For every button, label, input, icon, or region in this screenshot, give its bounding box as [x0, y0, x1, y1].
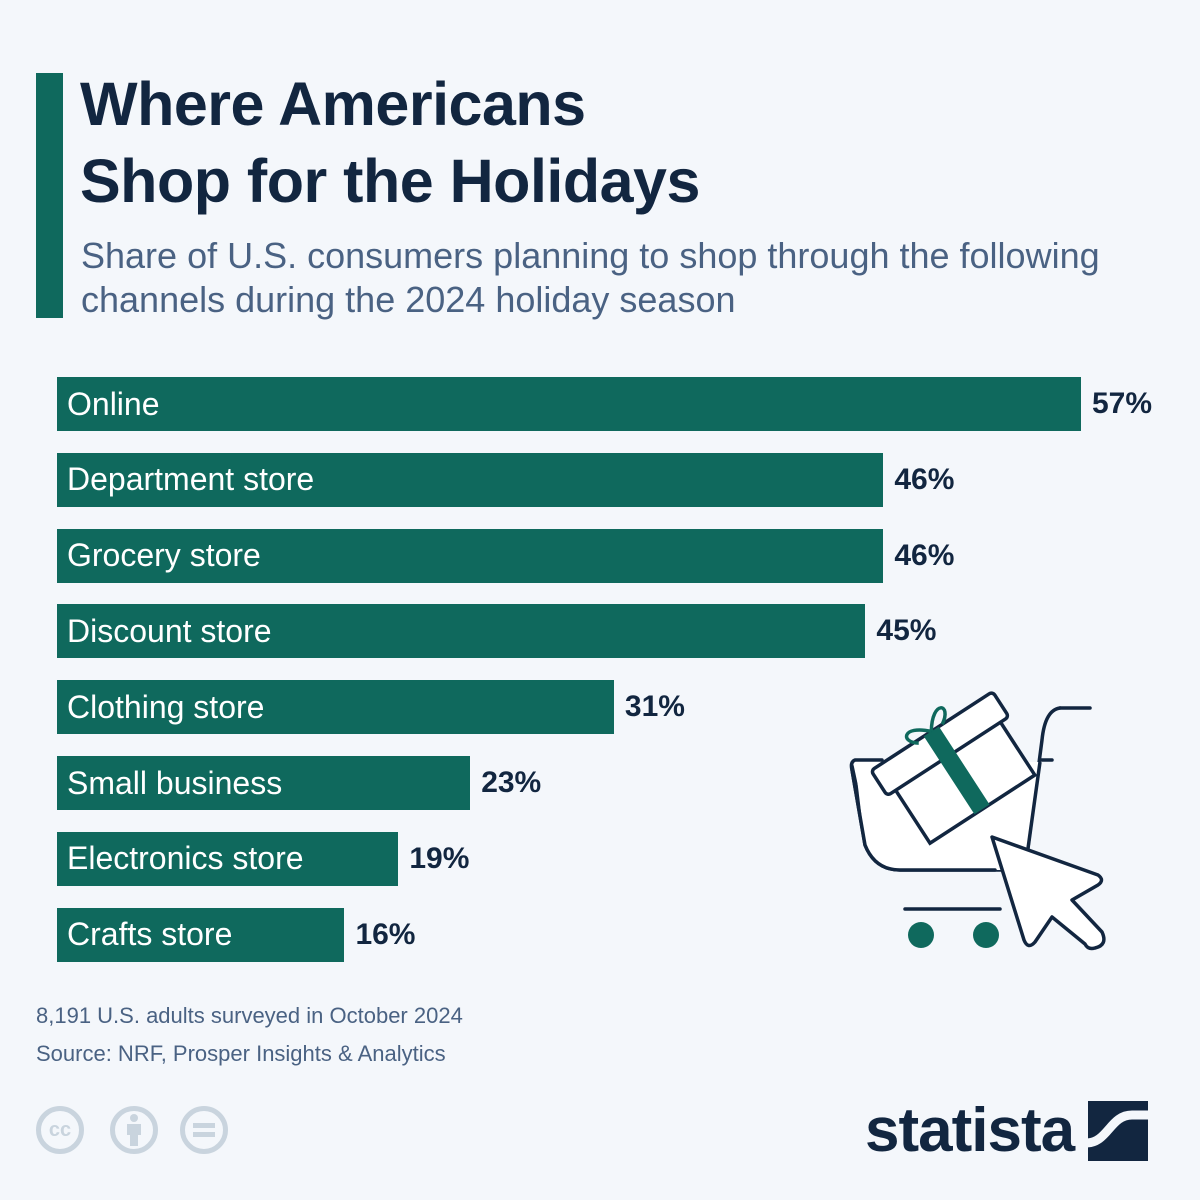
bar[interactable]: Grocery store — [57, 528, 884, 583]
bar-category-label: Discount store — [67, 612, 272, 649]
bar-category-label: Department store — [67, 461, 315, 498]
bar[interactable]: Clothing store — [57, 680, 614, 735]
no-derivatives-icon[interactable] — [180, 1106, 228, 1154]
chart-title: Where Americans Shop for the Holidays — [80, 66, 700, 220]
title-line-2: Shop for the Holidays — [80, 147, 700, 215]
bar-row: Electronics store 19% — [57, 831, 470, 886]
cc-icon[interactable]: cc — [36, 1106, 84, 1154]
statista-logo-mark-icon — [1088, 1101, 1149, 1161]
bar-row: Crafts store 16% — [57, 907, 416, 962]
title-accent-bar — [36, 73, 63, 318]
survey-note: 8,191 U.S. adults surveyed in October 20… — [36, 1003, 463, 1028]
cart-wheel-left-icon — [908, 922, 934, 948]
bar-value-label: 16% — [355, 917, 416, 951]
bar-row: Online 57% — [57, 377, 1152, 431]
bar[interactable]: Small business — [57, 756, 471, 810]
bar-row: Clothing store 31% — [57, 680, 685, 735]
bar-value-label: 57% — [1092, 387, 1153, 420]
bar[interactable]: Discount store — [57, 604, 866, 659]
bar-row: Discount store 45% — [57, 604, 937, 659]
bar[interactable]: Crafts store — [57, 907, 345, 962]
chart-subtitle: Share of U.S. consumers planning to shop… — [81, 235, 1100, 320]
bar-value-label: 45% — [876, 614, 937, 648]
bar-row: Small business 23% — [57, 756, 541, 810]
shopping-cart-gift-cursor-illustration — [849, 691, 1106, 951]
bar-value-label: 23% — [481, 766, 542, 799]
bar-category-label: Electronics store — [67, 840, 304, 877]
person-glyph-icon — [127, 1114, 141, 1146]
title-line-1: Where Americans — [80, 70, 586, 138]
statista-logo[interactable]: statista — [865, 1096, 1149, 1165]
brand-wordmark: statista — [865, 1096, 1075, 1165]
bar-row: Department store 46% — [57, 452, 955, 507]
bar-value-label: 19% — [409, 841, 470, 875]
bar[interactable]: Electronics store — [57, 831, 399, 886]
bar-category-label: Small business — [67, 764, 283, 801]
bar-category-label: Grocery store — [67, 537, 261, 574]
cc-text: cc — [48, 1118, 72, 1141]
source-note: Source: NRF, Prosper Insights & Analytic… — [36, 1041, 446, 1066]
bar-category-label: Crafts store — [67, 916, 233, 953]
attribution-icon[interactable] — [110, 1106, 158, 1154]
bar[interactable]: Online — [57, 377, 1081, 431]
bar-row: Grocery store 46% — [57, 528, 955, 583]
bar-value-label: 46% — [894, 462, 955, 496]
bar-value-label: 46% — [894, 538, 955, 572]
bar-value-label: 31% — [624, 690, 685, 724]
equals-glyph-icon — [193, 1123, 215, 1137]
bar-category-label: Clothing store — [67, 688, 265, 725]
bar[interactable]: Department store — [57, 452, 884, 507]
bar-category-label: Online — [67, 385, 160, 422]
cart-wheel-right-icon — [973, 922, 999, 948]
cursor-arrow-icon — [990, 835, 1106, 951]
